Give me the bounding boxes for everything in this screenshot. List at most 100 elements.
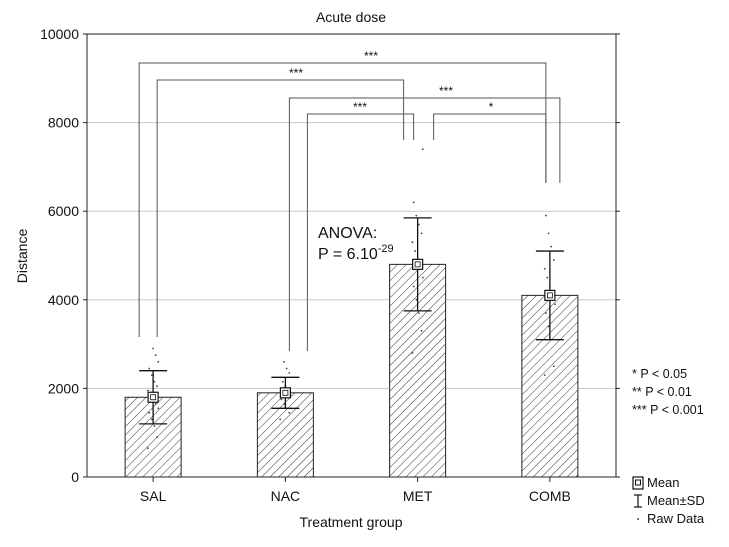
anova-p-base: P = 6.10 — [318, 246, 378, 263]
raw-point — [418, 223, 420, 226]
bars — [124, 263, 579, 478]
raw-point — [415, 214, 418, 217]
anova-label: ANOVA: — [318, 225, 377, 242]
mean-marker-sal — [147, 391, 159, 403]
raw-point — [543, 267, 546, 270]
x-tick-label-sal: SAL — [140, 488, 167, 504]
raw-point — [285, 367, 288, 370]
bracket-sal-comb — [138, 62, 547, 337]
bracket-nac-comb — [288, 97, 561, 351]
raw-point — [414, 250, 416, 252]
legend-raw-label: Raw Data — [647, 511, 705, 526]
bracket-sal-met — [156, 79, 405, 337]
raw-point — [157, 407, 160, 410]
y-axis-label: Distance — [14, 229, 30, 284]
mean-marker-met — [412, 258, 424, 270]
bracket-met-comb — [433, 113, 547, 183]
raw-point — [543, 374, 546, 377]
raw-point — [552, 259, 555, 261]
raw-point — [150, 418, 153, 421]
mean-marker-inner — [282, 389, 289, 396]
raw-point — [283, 360, 285, 363]
legend-raw: Raw Data — [632, 511, 704, 526]
mean-marker-inner — [150, 394, 157, 401]
raw-point — [420, 232, 423, 235]
raw-point — [547, 232, 550, 235]
raw-point — [411, 241, 414, 244]
y-tick-label: 6000 — [48, 203, 79, 219]
raw-point — [412, 285, 415, 288]
mean-marker-inner — [414, 261, 421, 268]
raw-point — [418, 312, 420, 314]
raw-point — [281, 380, 284, 383]
bracket-nac-met — [306, 113, 415, 351]
raw-point — [283, 403, 285, 405]
raw-point — [421, 148, 424, 151]
chart-title: Acute dose — [316, 9, 386, 25]
raw-point — [546, 276, 549, 279]
plot-frame — [86, 33, 617, 478]
raw-point — [150, 374, 153, 377]
raw-point — [156, 436, 158, 439]
bracket-label: *** — [353, 100, 367, 114]
raw-point — [152, 347, 155, 350]
raw-point — [154, 354, 157, 357]
bracket-label: *** — [289, 66, 303, 80]
raw-data-points — [147, 148, 556, 450]
raw-point — [288, 411, 291, 414]
raw-point — [153, 425, 156, 427]
raw-point — [411, 352, 414, 354]
raw-point — [280, 398, 283, 401]
bracket-label: *** — [439, 84, 453, 98]
raw-point — [279, 418, 282, 421]
bracket-label: * — [489, 100, 494, 114]
y-tick-label: 2000 — [48, 380, 79, 396]
x-tick-label-comb: COMB — [529, 488, 571, 504]
raw-point — [156, 385, 158, 388]
mean-marker-nac — [279, 387, 291, 399]
anova-p-value: P = 6.10-29 — [318, 243, 394, 263]
significance-brackets: ************ * — [138, 49, 561, 351]
raw-point — [421, 276, 424, 279]
mean-marker-comb — [544, 289, 556, 301]
x-tick-label-nac: NAC — [271, 488, 301, 504]
raw-point — [148, 367, 151, 370]
raw-point — [550, 245, 553, 248]
raw-point — [420, 329, 423, 332]
y-tick-label: 0 — [71, 469, 79, 485]
raw-point — [288, 371, 291, 374]
raw-point — [415, 298, 418, 301]
mean-marker-icon — [632, 475, 644, 490]
axes: 0 2000 4000 6000 8000 10000 SAL NAC MET COMB — [40, 26, 620, 504]
raw-point — [552, 365, 555, 368]
errorbar-icon — [632, 493, 644, 508]
y-tick-label: 10000 — [40, 26, 79, 42]
sig-key-2: *** P < 0.001 — [632, 403, 704, 417]
raw-point — [545, 312, 547, 314]
raw-point — [153, 380, 156, 383]
raw-point — [148, 411, 151, 414]
mean-markers — [147, 258, 556, 403]
mean-marker-inner — [546, 292, 553, 299]
y-tick-label: 4000 — [48, 292, 79, 308]
legend-sd: Mean±SD — [632, 493, 705, 508]
raw-point — [147, 389, 149, 392]
raw-point — [157, 360, 160, 363]
bracket-label: *** — [364, 49, 378, 63]
legend-sd-label: Mean±SD — [647, 493, 705, 508]
x-tick-label-met: MET — [403, 488, 433, 504]
raw-point — [547, 325, 550, 328]
y-tick-label: 8000 — [48, 115, 79, 131]
sig-key-1: ** P < 0.01 — [632, 385, 692, 399]
legend-mean-label: Mean — [647, 475, 680, 490]
legend-mean: Mean — [632, 475, 680, 490]
raw-point — [545, 214, 547, 217]
raw-point — [412, 201, 415, 204]
x-axis-label: Treatment group — [300, 514, 403, 530]
raw-point — [554, 303, 556, 306]
anova-annotation: ANOVA: P = 6.10-29 — [318, 225, 394, 263]
sig-key-0: * P < 0.05 — [632, 367, 688, 381]
raw-point — [147, 447, 149, 450]
anova-p-exponent: -29 — [378, 243, 394, 255]
